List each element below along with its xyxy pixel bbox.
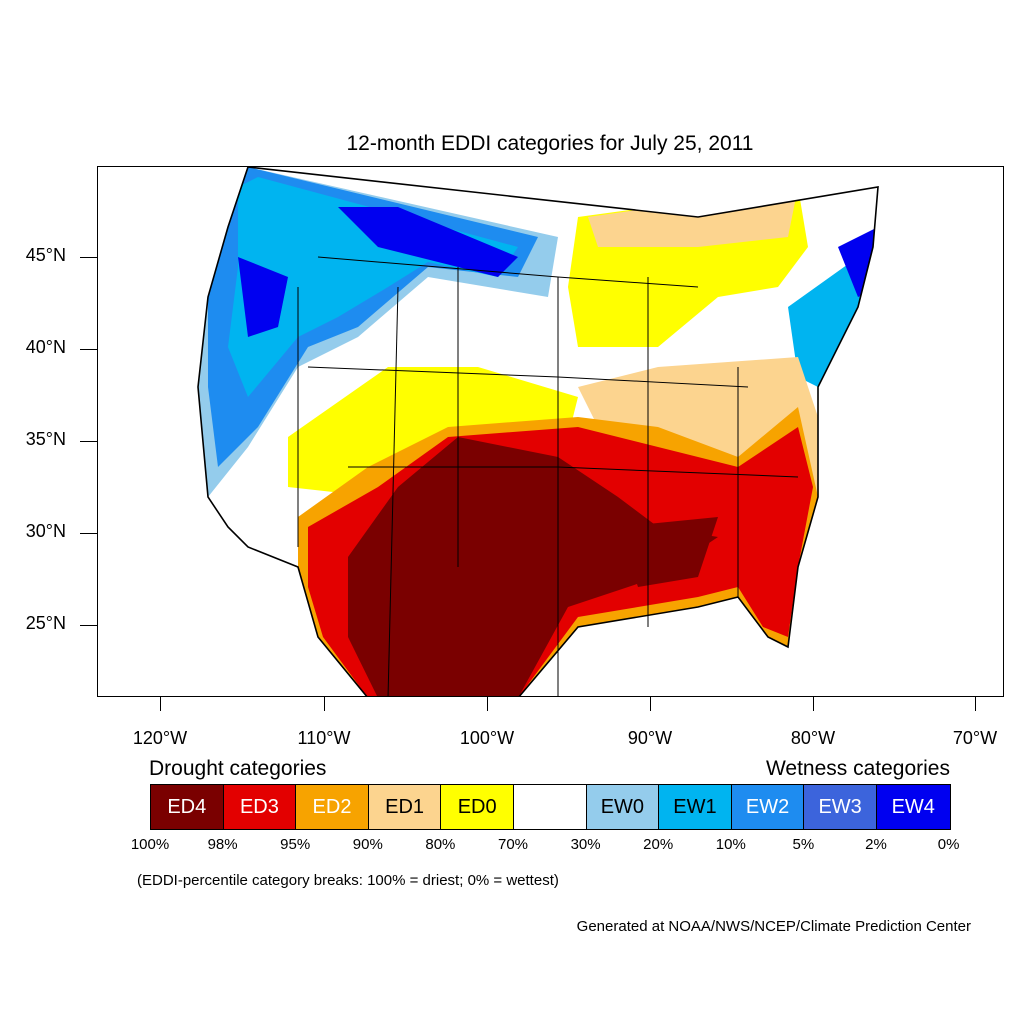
- latitude-label: 45°N: [25, 245, 66, 265]
- longitude-label: 100°W: [459, 728, 515, 748]
- percent-tick-label: 30%: [570, 836, 601, 853]
- legend-ed2: ED2: [296, 785, 369, 829]
- category-shading: [198, 167, 878, 696]
- latitude-label: 30°N: [25, 521, 66, 541]
- legend-ed1: ED1: [368, 785, 442, 829]
- percent-tick-label: 90%: [352, 836, 383, 853]
- map-title: 12-month EDDI categories for July 25, 20…: [346, 132, 754, 155]
- legend-ed3: ED3: [223, 785, 297, 829]
- longitude-tick: [650, 697, 651, 711]
- legend-neutral: [513, 785, 587, 829]
- percent-tick-label: 70%: [497, 836, 529, 853]
- latitude-label: 40°N: [25, 337, 66, 357]
- eddi-map: [197, 167, 879, 696]
- longitude-label: 70°W: [952, 728, 998, 748]
- longitude-label: 90°W: [627, 728, 673, 748]
- percent-tick-label: 100%: [130, 836, 170, 853]
- percent-tick-label: 10%: [715, 836, 746, 853]
- percent-tick-label: 20%: [643, 836, 674, 853]
- legend-ew4: EW4: [876, 785, 950, 829]
- percent-tick-label: 0%: [937, 836, 960, 853]
- latitude-tick: [80, 349, 97, 350]
- longitude-tick: [324, 697, 325, 711]
- legend-ew0: EW0: [586, 785, 660, 829]
- legend-ew1: EW1: [659, 785, 732, 829]
- drought-categories-heading: Drought categories: [149, 757, 327, 780]
- latitude-tick: [80, 625, 97, 626]
- longitude-label: 110°W: [297, 728, 351, 748]
- latitude-label: 25°N: [25, 613, 66, 633]
- credit-line: Generated at NOAA/NWS/NCEP/Climate Predi…: [576, 918, 971, 935]
- map-panel: [97, 166, 1004, 697]
- longitude-tick: [975, 697, 976, 711]
- percent-tick-label: 5%: [792, 836, 815, 853]
- latitude-tick: [80, 441, 97, 442]
- longitude-label: 80°W: [790, 728, 836, 748]
- longitude-label: 120°W: [132, 728, 188, 748]
- percent-tick-label: 2%: [865, 836, 887, 853]
- latitude-tick: [80, 257, 97, 258]
- latitude-tick: [80, 533, 97, 534]
- percent-tick-label: 98%: [207, 836, 238, 853]
- longitude-tick: [487, 697, 488, 711]
- wetness-categories-heading: Wetness categories: [765, 757, 950, 780]
- legend-ew3: EW3: [804, 785, 877, 829]
- legend-ed4: ED4: [151, 785, 224, 829]
- legend-ed0: ED0: [441, 785, 514, 829]
- category-note: (EDDI-percentile category breaks: 100% =…: [137, 872, 559, 889]
- longitude-tick: [813, 697, 814, 711]
- category-legend: ED4 ED3 ED2 ED1 ED0 EW0 EW1 EW2 EW3 EW4: [150, 784, 951, 830]
- state-boundaries: [197, 167, 879, 696]
- percent-tick-label: 80%: [425, 836, 456, 853]
- latitude-label: 35°N: [25, 429, 66, 449]
- legend-ew2: EW2: [731, 785, 805, 829]
- percent-tick-label: 95%: [280, 836, 311, 853]
- longitude-tick: [160, 697, 161, 711]
